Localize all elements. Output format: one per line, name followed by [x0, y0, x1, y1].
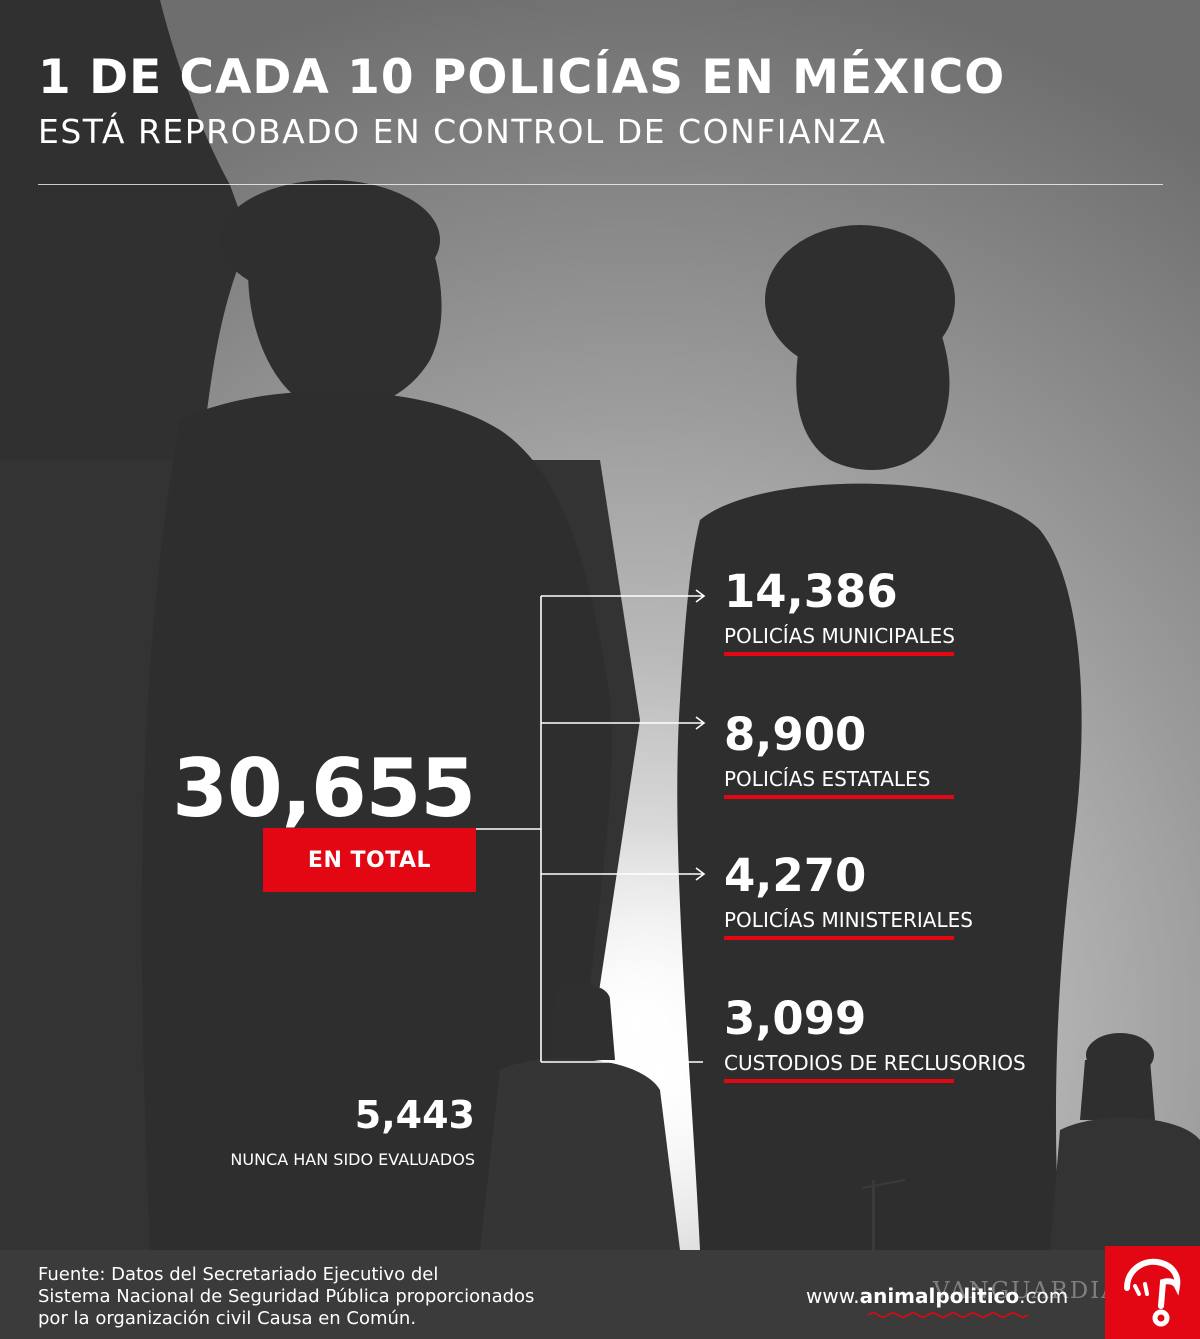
stat-label: CUSTODIOS DE RECLUSORIOS	[724, 1051, 1026, 1075]
never-evaluated-label: NUNCA HAN SIDO EVALUADOS	[230, 1150, 475, 1169]
site-prefix: www.	[806, 1284, 860, 1308]
logo-mark-icon	[1124, 1258, 1181, 1327]
stat-value: 14,386	[724, 565, 898, 618]
stat-underline	[724, 652, 954, 656]
animal-politico-logo	[1105, 1246, 1200, 1339]
background-photo	[0, 0, 1200, 1250]
stat-value: 8,900	[724, 708, 867, 761]
watermark: VANGUARDIA	[933, 1278, 1120, 1304]
subheadline: ESTÁ REPROBADO EN CONTROL DE CONFIANZA	[38, 112, 887, 151]
stat-underline	[724, 795, 954, 799]
stat-underline	[724, 1079, 954, 1083]
stat-custodios: 3,099 CUSTODIOS DE RECLUSORIOS	[724, 993, 1026, 1083]
stat-ministerial: 4,270 POLICÍAS MINISTERIALES	[724, 850, 973, 940]
stat-label: POLICÍAS MUNICIPALES	[724, 624, 955, 648]
stat-value: 4,270	[724, 849, 867, 902]
headline: 1 DE CADA 10 POLICÍAS EN MÉXICO	[38, 50, 1006, 105]
total-badge: EN TOTAL	[263, 828, 476, 892]
never-evaluated-value: 5,443	[354, 1093, 475, 1137]
site-suffix: .com	[1019, 1284, 1069, 1308]
stat-label: POLICÍAS MINISTERIALES	[724, 908, 973, 932]
stat-label: POLICÍAS ESTATALES	[724, 767, 931, 791]
source-text: Fuente: Datos del Secretariado Ejecutivo…	[38, 1264, 534, 1330]
site-squiggle-underline	[868, 1312, 1028, 1318]
site-link[interactable]: www.animalpolitico.com	[806, 1284, 1068, 1308]
total-value: 30,655	[172, 742, 476, 835]
source-line: Fuente: Datos del Secretariado Ejecutivo…	[38, 1264, 439, 1285]
total-label: EN TOTAL	[307, 847, 432, 873]
header-divider	[38, 184, 1163, 185]
stat-value: 3,099	[724, 992, 867, 1045]
source-line: por la organización civil Causa en Común…	[38, 1308, 417, 1329]
site-brand: animalpolitico	[859, 1284, 1020, 1308]
source-line: Sistema Nacional de Seguridad Pública pr…	[38, 1286, 535, 1307]
stat-underline	[724, 936, 954, 940]
stat-estatal: 8,900 POLICÍAS ESTATALES	[724, 709, 954, 799]
stat-municipal: 14,386 POLICÍAS MUNICIPALES	[724, 566, 955, 656]
footer-band	[0, 1250, 1200, 1339]
